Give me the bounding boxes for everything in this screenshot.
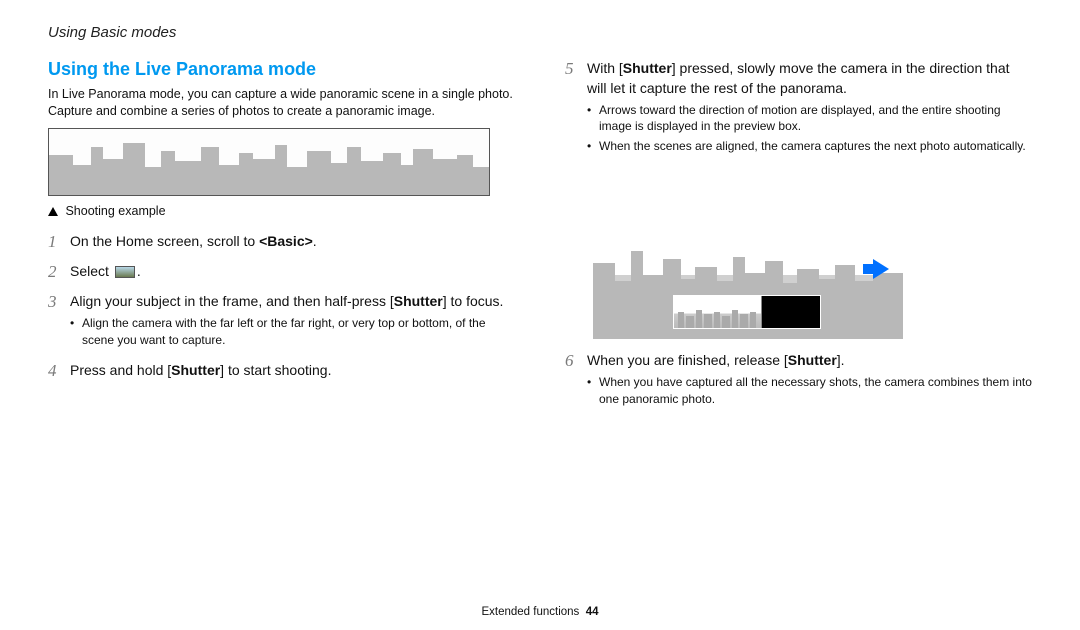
panorama-mode-icon xyxy=(115,266,135,278)
left-column: Using the Live Panorama mode In Live Pan… xyxy=(48,59,515,420)
section-heading: Using the Live Panorama mode xyxy=(48,59,515,80)
section-intro: In Live Panorama mode, you can capture a… xyxy=(48,86,515,120)
step-number: 6 xyxy=(565,351,587,410)
step-1: 1 On the Home screen, scroll to <Basic>. xyxy=(48,232,515,252)
content-columns: Using the Live Panorama mode In Live Pan… xyxy=(48,59,1032,420)
step-4: 4 Press and hold [Shutter] to start shoo… xyxy=(48,361,515,381)
footer-section: Extended functions xyxy=(481,606,579,618)
step-sub-bullets: Align the camera with the far left or th… xyxy=(70,315,515,347)
step-text: Press and hold [Shutter] to start shooti… xyxy=(70,361,331,381)
step-number: 3 xyxy=(48,292,70,351)
step-2: 2 Select . xyxy=(48,262,515,282)
breadcrumb: Using Basic modes xyxy=(48,24,1032,41)
mini-preview-box xyxy=(673,295,821,329)
panorama-illustration xyxy=(48,128,490,196)
step-number: 5 xyxy=(565,59,587,157)
step-6: 6 When you are finished, release [Shutte… xyxy=(565,351,1032,410)
direction-arrow-icon xyxy=(873,259,889,279)
step-number: 4 xyxy=(48,361,70,381)
direction-arrow-tail xyxy=(863,264,873,274)
illustration-caption: Shooting example xyxy=(48,204,515,218)
step-text: On the Home screen, scroll to <Basic>. xyxy=(70,232,317,252)
step-sub-bullets: When you have captured all the necessary… xyxy=(587,374,1032,406)
camera-preview-illustration xyxy=(593,167,903,339)
step-text: With [Shutter] pressed, slowly move the … xyxy=(587,59,1032,157)
footer-page-number: 44 xyxy=(586,606,599,618)
page-footer: Extended functions 44 xyxy=(0,606,1080,618)
step-text: When you are finished, release [Shutter]… xyxy=(587,351,1032,410)
step-text: Align your subject in the frame, and the… xyxy=(70,292,515,351)
step-number: 1 xyxy=(48,232,70,252)
step-number: 2 xyxy=(48,262,70,282)
step-3: 3 Align your subject in the frame, and t… xyxy=(48,292,515,351)
right-column: 5 With [Shutter] pressed, slowly move th… xyxy=(565,59,1032,420)
step-5: 5 With [Shutter] pressed, slowly move th… xyxy=(565,59,1032,157)
step-sub-bullets: Arrows toward the direction of motion ar… xyxy=(587,102,1032,154)
triangle-up-icon xyxy=(48,207,58,216)
step-text: Select . xyxy=(70,262,141,282)
